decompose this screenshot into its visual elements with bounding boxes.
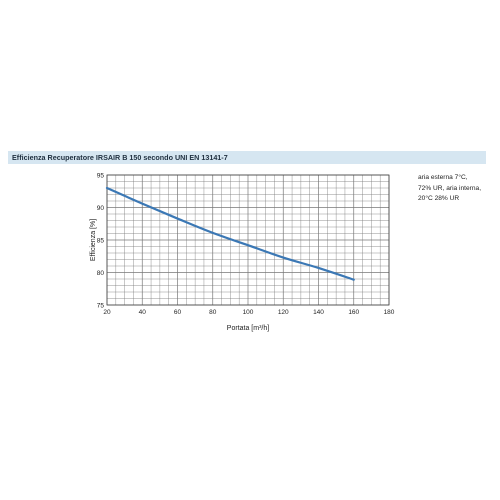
x-tick-label: 80 bbox=[209, 309, 217, 316]
chart-grid bbox=[106, 174, 390, 306]
y-tick-labels: 75 80 85 90 95 bbox=[97, 172, 105, 309]
chart-title-bar: Efficienza Recuperatore IRSAIR B 150 sec… bbox=[8, 151, 486, 164]
x-tick-label: 160 bbox=[348, 309, 359, 316]
x-tick-label: 40 bbox=[139, 309, 147, 316]
note-line: aria esterna 7°C, bbox=[418, 174, 468, 181]
x-tick-label: 20 bbox=[103, 309, 111, 316]
x-tick-label: 120 bbox=[278, 309, 289, 316]
y-tick-label: 85 bbox=[97, 237, 105, 244]
x-tick-label: 60 bbox=[174, 309, 182, 316]
x-tick-label: 140 bbox=[313, 309, 324, 316]
plot-frame bbox=[106, 174, 390, 306]
y-axis-label: Efficienza [%] bbox=[90, 219, 97, 261]
y-tick-label: 95 bbox=[97, 172, 105, 179]
y-tick-label: 80 bbox=[97, 270, 105, 277]
x-tick-label: 180 bbox=[384, 309, 395, 316]
conditions-note: aria esterna 7°C, 72% UR, aria interna, … bbox=[418, 173, 500, 205]
chart-series bbox=[105, 186, 355, 281]
x-tick-labels: 20 40 60 80 100 120 140 160 180 bbox=[103, 309, 394, 316]
x-axis-label: Portata [m³/h] bbox=[227, 325, 269, 332]
x-tick-label: 100 bbox=[243, 309, 254, 316]
note-line: 72% UR, aria interna, bbox=[418, 184, 482, 192]
note-line: 20°C 28% UR bbox=[418, 195, 460, 202]
efficiency-series-line bbox=[105, 186, 355, 281]
y-tick-label: 90 bbox=[97, 205, 105, 212]
y-tick-label: 75 bbox=[97, 302, 105, 309]
chart-title: Efficienza Recuperatore IRSAIR B 150 sec… bbox=[12, 153, 228, 162]
